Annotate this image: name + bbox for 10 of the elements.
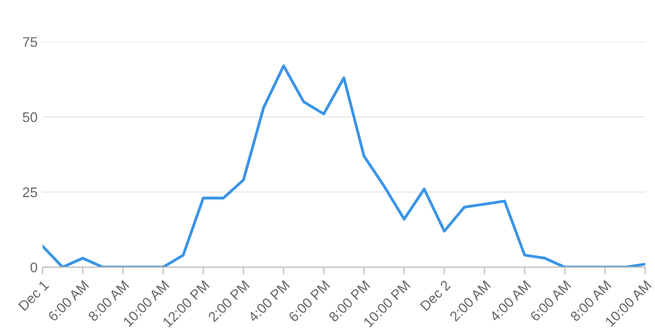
x-tick-label: Dec 1 xyxy=(18,280,50,312)
x-tick-label: 4:00 AM xyxy=(489,280,532,322)
y-tick-label: 25 xyxy=(22,187,38,198)
y-tick-label: 75 xyxy=(22,37,38,47)
x-tick-label: Dec 2 xyxy=(420,280,452,312)
y-tick-label: 0 xyxy=(30,262,38,272)
x-tick-label: 4:00 PM xyxy=(248,280,290,323)
x-tick-label: 6:00 AM xyxy=(530,280,572,322)
y-tick-label: 50 xyxy=(22,112,38,122)
x-tick-label: 6:00 AM xyxy=(47,280,90,322)
